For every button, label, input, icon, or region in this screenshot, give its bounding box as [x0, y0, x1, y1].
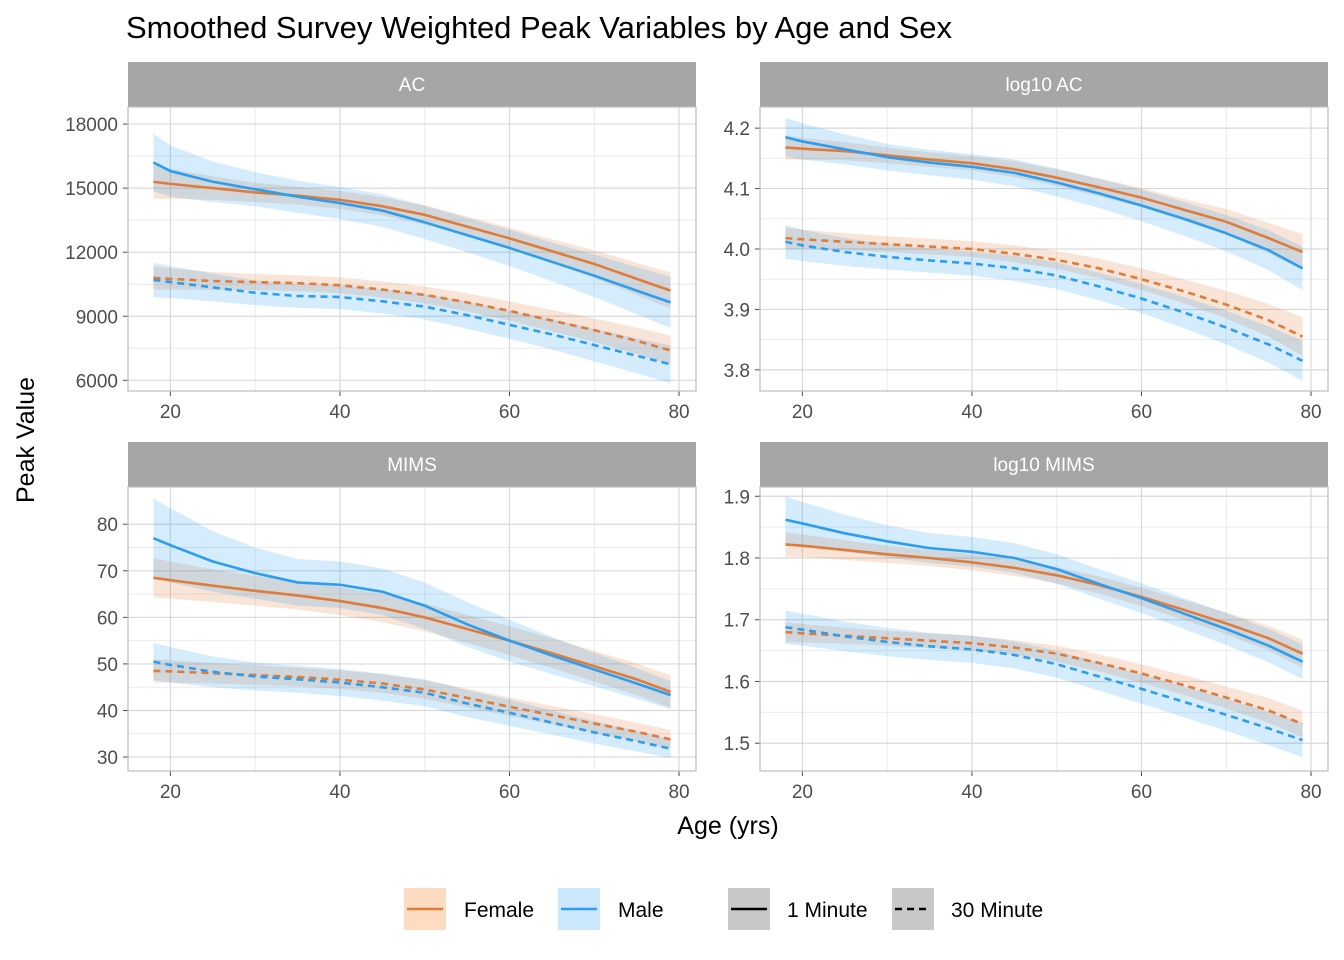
line-male-1-minute	[785, 135, 1304, 270]
facet-strip-label: MIMS	[387, 455, 437, 476]
facet-strip	[760, 442, 1328, 487]
legend-label: Female	[464, 899, 534, 922]
facet-panels: AC 20 40 60 80 6000 9000 12000 15000 18000 log10 A…	[65, 62, 1329, 803]
y-tick-label: 4.1	[724, 180, 750, 201]
facet-strip	[128, 62, 696, 107]
x-tick-label: 80	[1300, 782, 1321, 803]
ci-band-male-30-minute	[153, 262, 671, 384]
y-tick-label: 1.8	[724, 549, 750, 570]
y-tick-label: 30	[97, 748, 118, 769]
y-tick-label: 9000	[76, 307, 118, 328]
x-tick-label: 80	[668, 402, 689, 423]
x-tick-label: 60	[499, 782, 520, 803]
x-tick-label: 40	[961, 402, 982, 423]
line-male-1-minute	[152, 161, 671, 304]
facet-strip	[128, 442, 696, 487]
panel-border	[127, 486, 697, 772]
ci-band-female-30-minute	[153, 266, 671, 366]
facet-strip-label: AC	[399, 75, 425, 96]
x-tick-label: 80	[1300, 402, 1321, 423]
y-tick-label: 3.8	[724, 361, 750, 382]
panel-border	[127, 106, 697, 392]
x-tick-label: 60	[1131, 782, 1152, 803]
ci-band-female-1-minute	[153, 164, 671, 309]
line-female-1-minute	[785, 543, 1304, 655]
line-female-1-minute	[153, 180, 671, 292]
legend-label: 1 Minute	[787, 899, 868, 922]
ci-band-female-30-minute	[785, 622, 1303, 738]
panel-log10-mims: log10 MIMS 20 40 60 80 1.5 1.6 1.7 1.8 1.9	[724, 442, 1329, 803]
x-tick-label: 20	[160, 402, 181, 423]
ci-band-female-30-minute	[153, 659, 671, 749]
ci-band-male-1-minute	[153, 498, 671, 710]
x-tick-label: 40	[329, 402, 350, 423]
facet-strip	[760, 62, 1328, 107]
facet-strip-label: log10 MIMS	[993, 455, 1094, 476]
x-tick-label: 20	[792, 782, 813, 803]
line-male-30-minute	[785, 625, 1303, 742]
y-tick-label: 50	[97, 655, 118, 676]
y-tick-label: 1.7	[724, 611, 750, 632]
line-male-30-minute	[785, 240, 1304, 362]
x-tick-label: 20	[160, 782, 181, 803]
line-male-1-minute	[152, 537, 671, 697]
legend-label: 30 Minute	[951, 899, 1043, 922]
y-tick-label: 4.2	[724, 119, 750, 140]
y-tick-label: 80	[97, 515, 118, 536]
ci-band-male-30-minute	[785, 224, 1303, 381]
ci-band-female-1-minute	[153, 558, 671, 709]
y-tick-label: 12000	[65, 243, 118, 264]
panel-ac: AC 20 40 60 80 6000 9000 12000 15000 18000	[65, 62, 697, 423]
line-female-30-minute	[153, 276, 671, 352]
y-tick-label: 40	[97, 701, 118, 722]
ci-band-female-1-minute	[785, 532, 1303, 668]
line-female-1-minute	[153, 576, 672, 694]
x-tick-label: 80	[668, 782, 689, 803]
ci-band-male-30-minute	[153, 642, 671, 758]
y-tick-label: 3.9	[724, 300, 750, 321]
panel-border	[759, 486, 1329, 772]
facet-strip-label: log10 AC	[1005, 75, 1082, 96]
line-female-30-minute	[153, 669, 671, 741]
y-tick-label: 1.6	[724, 672, 750, 693]
panel-border	[759, 106, 1329, 392]
line-female-30-minute	[785, 630, 1304, 726]
ci-band-male-1-minute	[153, 133, 671, 329]
y-tick-label: 1.5	[724, 734, 750, 755]
x-axis-title: Age (yrs)	[677, 812, 778, 840]
y-tick-label: 1.9	[724, 487, 750, 508]
legend-item-male: Male	[558, 888, 664, 930]
ci-band-male-1-minute	[785, 496, 1303, 680]
legend-item-1-minute: 1 Minute	[728, 888, 868, 930]
x-tick-label: 40	[961, 782, 982, 803]
x-tick-label: 60	[1131, 402, 1152, 423]
legend: Female Male 1 Minute 30 Minute	[404, 888, 1043, 930]
line-female-30-minute	[785, 236, 1304, 338]
panel-log10-ac: log10 AC 20 40 60 80 3.8 3.9 4.0 4.1 4.2	[724, 62, 1329, 423]
x-tick-label: 20	[792, 402, 813, 423]
legend-label: Male	[618, 899, 664, 922]
legend-item-female: Female	[404, 888, 534, 930]
y-tick-label: 60	[97, 608, 118, 629]
y-tick-label: 18000	[65, 115, 118, 136]
y-tick-label: 6000	[76, 371, 118, 392]
x-tick-label: 40	[329, 782, 350, 803]
panel-mims: MIMS 20 40 60 80 30 40 50 60 70 80	[97, 442, 697, 803]
chart-title: Smoothed Survey Weighted Peak Variables …	[126, 10, 953, 45]
legend-item-30-minute: 30 Minute	[892, 888, 1043, 930]
ci-band-male-30-minute	[785, 610, 1303, 758]
y-axis-title: Peak Value	[12, 377, 40, 503]
y-tick-label: 70	[97, 562, 118, 583]
line-male-30-minute	[153, 278, 671, 366]
y-tick-label: 15000	[65, 179, 118, 200]
y-tick-label: 4.0	[724, 240, 750, 261]
x-tick-label: 60	[499, 402, 520, 423]
line-male-1-minute	[785, 518, 1304, 663]
